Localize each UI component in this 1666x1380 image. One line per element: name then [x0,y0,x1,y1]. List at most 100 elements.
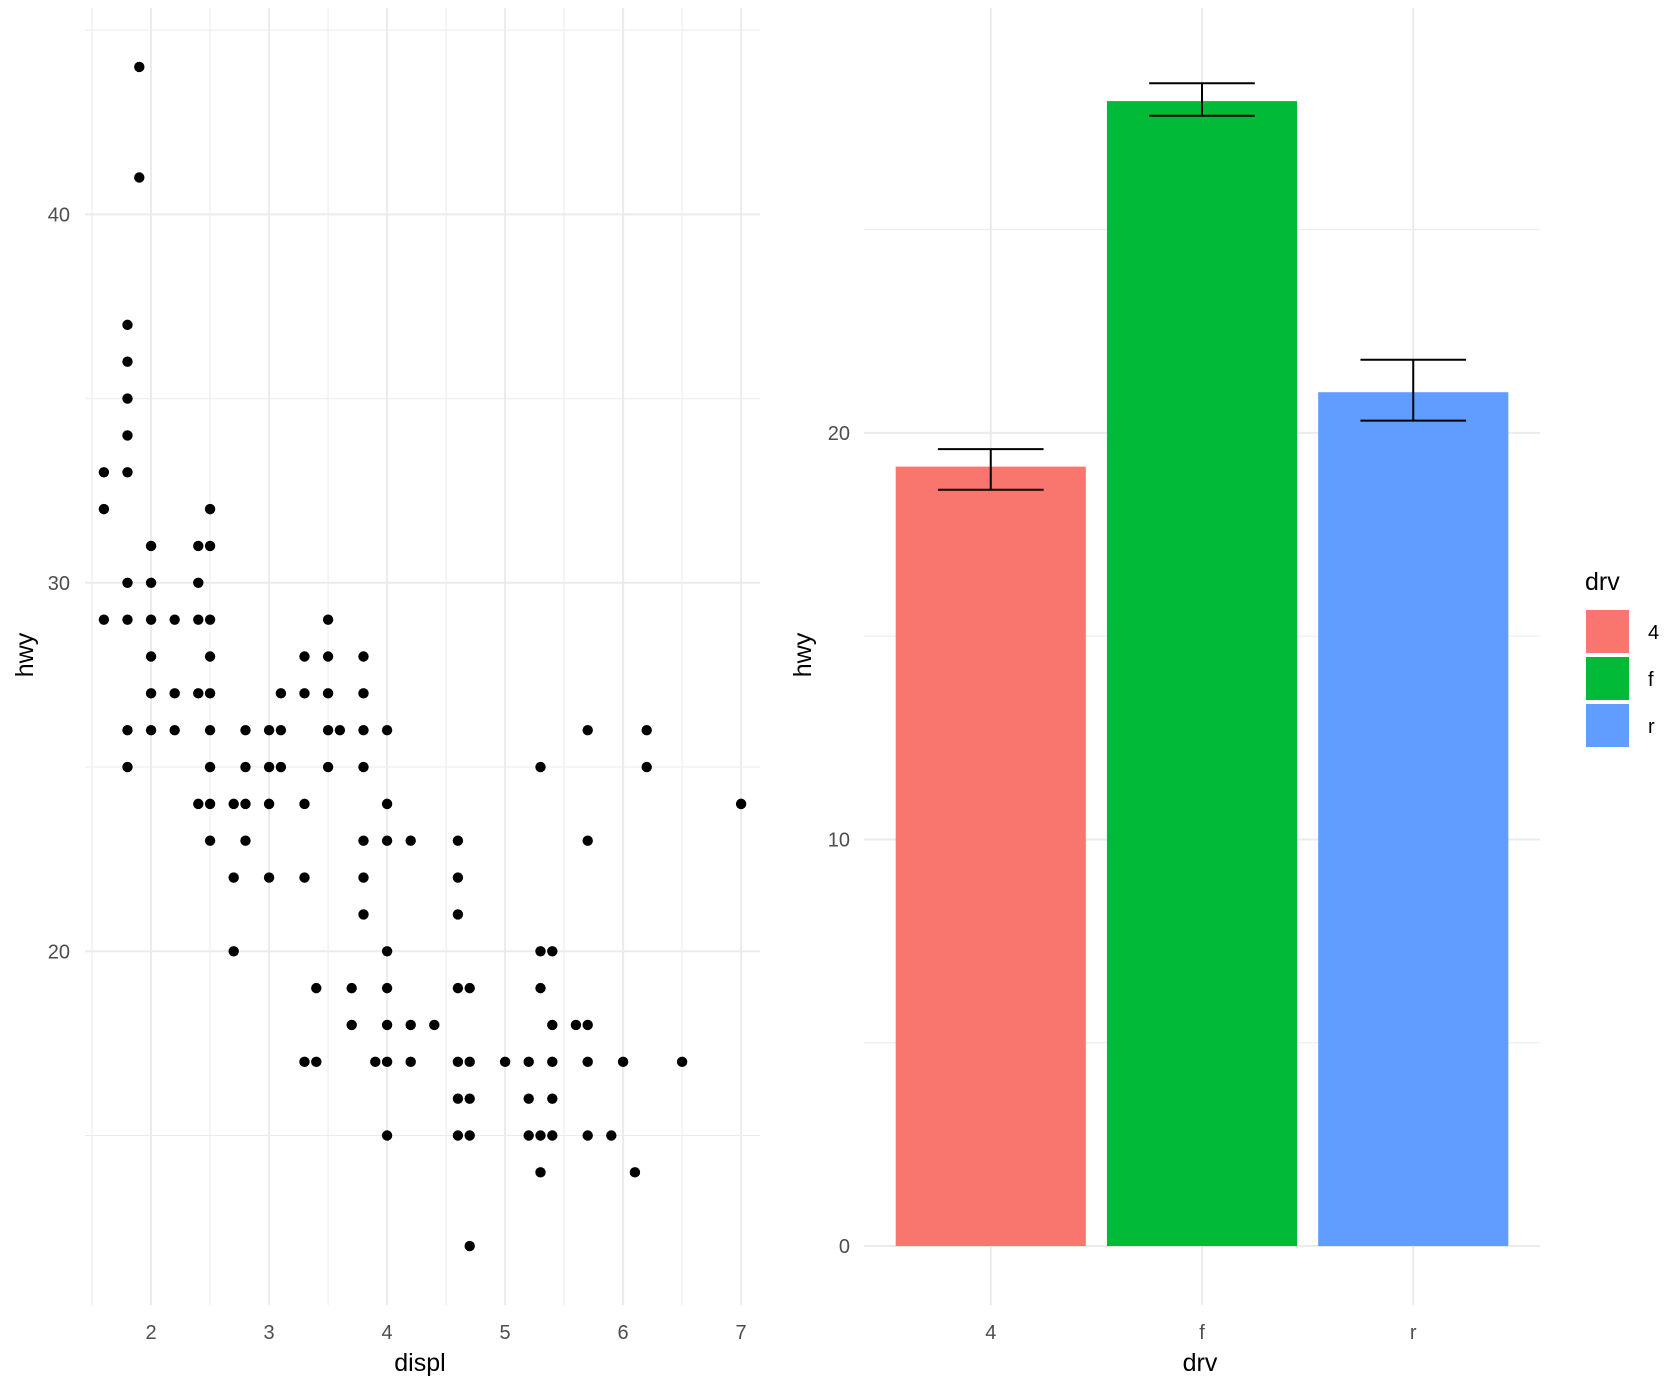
scatter-point [452,982,464,994]
scatter-point [169,724,180,736]
legend-entries: 4 f r [1586,610,1659,747]
scatter-point [582,724,593,736]
scatter-point [547,1130,558,1141]
scatter-y-tick-labels: 20 30 40 [48,204,70,963]
scatter-point [381,982,393,994]
bar-x-tick-label: f [1199,1322,1205,1344]
scatter-point [122,577,133,589]
legend-label-4: 4 [1648,622,1659,644]
scatter-point [240,835,251,846]
scatter-point [346,982,357,994]
scatter-point [263,798,275,810]
scatter-x-tick-label: 6 [618,1322,629,1344]
scatter-point [535,982,546,994]
bar-f [1106,101,1298,1247]
error-bar-f [1149,82,1255,117]
bar-y-axis-title: hwy [789,632,817,677]
scatter-point [122,761,133,773]
scatter-point [263,724,275,736]
scatter-point [169,688,180,699]
scatter-point [122,724,133,736]
scatter-point [381,1130,393,1141]
scatter-point [299,872,310,883]
scatter-point [193,540,204,552]
scatter-point [122,614,133,625]
scatter-point [299,1056,310,1068]
scatter-point [240,798,251,810]
scatter-point [275,724,287,736]
scatter-point [547,946,558,957]
scatter-point [381,1056,393,1068]
scatter-point [358,909,369,920]
scatter-point [358,651,369,662]
scatter-point [299,688,310,699]
error-bar-4 [937,448,1044,491]
scatter-point [570,1019,582,1031]
bar-y-tick-label: 10 [828,829,850,851]
scatter-point [145,614,157,625]
bar-panel: 4 f r 0 10 20 drv hwy [789,8,1540,1377]
scatter-x-axis-title: displ [394,1349,445,1377]
scatter-point [452,835,464,846]
scatter-point [122,356,133,367]
scatter-point [452,1130,464,1141]
scatter-point [204,540,216,552]
scatter-point [535,946,546,957]
legend-label-f: f [1648,669,1654,691]
scatter-point [134,172,145,183]
scatter-point [464,982,475,994]
scatter-point [405,1019,416,1031]
scatter-y-tick-label: 20 [48,941,70,963]
scatter-x-tick-labels: 2 3 4 5 6 7 [146,1322,747,1344]
scatter-point [452,1093,464,1104]
scatter-grid [85,8,760,1305]
scatter-point [193,577,204,589]
scatter-point [169,614,180,625]
scatter-point [547,1019,558,1031]
scatter-x-tick-label: 2 [146,1322,157,1344]
scatter-point [204,798,216,810]
scatter-point [122,393,133,404]
scatter-points [98,61,747,1252]
scatter-point [98,614,110,625]
bar-x-tick-label: r [1410,1322,1417,1344]
scatter-point [122,319,133,331]
scatter-point [381,835,393,846]
scatter-x-tick-label: 7 [736,1322,747,1344]
legend-key-f [1586,657,1629,700]
scatter-point [464,1056,475,1068]
bar-y-tick-label: 20 [828,423,850,445]
scatter-point [582,1130,593,1141]
scatter-point [582,1019,593,1031]
bar-r [1318,392,1509,1247]
scatter-point [145,724,157,736]
scatter-point [523,1093,534,1104]
scatter-point [641,761,652,773]
legend-label-r: r [1648,716,1655,738]
scatter-point [358,872,369,883]
scatter-point [263,872,275,883]
scatter-point [464,1130,475,1141]
scatter-point [204,614,216,625]
scatter-point [547,1093,558,1104]
scatter-point [322,688,334,699]
scatter-point [311,1056,322,1068]
scatter-point [523,1130,534,1141]
scatter-point [358,724,369,736]
scatter-point [204,688,216,699]
legend-key-4 [1586,610,1629,653]
scatter-point [429,1019,440,1031]
legend: drv 4 f r [1585,568,1659,747]
scatter-point [322,651,334,662]
scatter-point [240,724,251,736]
scatter-point [499,1056,511,1068]
scatter-point [370,1056,381,1068]
scatter-point [582,835,593,846]
scatter-point [193,688,204,699]
scatter-x-tick-label: 4 [382,1322,393,1344]
bar-bars [895,101,1509,1247]
scatter-point [204,503,216,515]
scatter-point [311,982,322,994]
scatter-point [228,872,239,883]
scatter-point [98,467,110,478]
